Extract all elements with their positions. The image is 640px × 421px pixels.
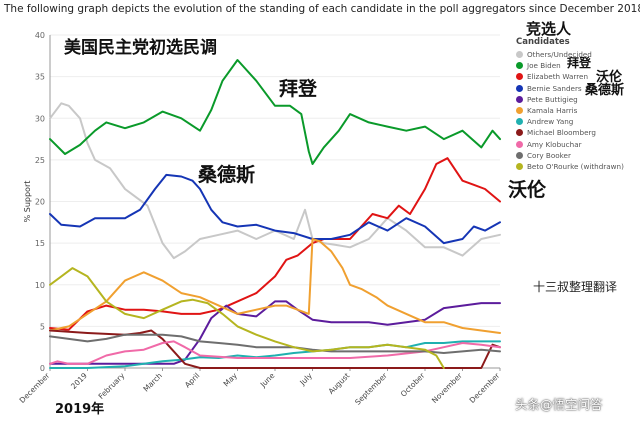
- legend-item: Michael Bloomberg: [516, 127, 640, 138]
- legend-swatch: [516, 140, 523, 148]
- x-tick-label: March: [141, 371, 164, 394]
- legend-swatch: [516, 129, 523, 137]
- legend-label: Pete Buttigieg: [527, 94, 578, 104]
- series-line: [49, 238, 501, 334]
- y-tick-label: 35: [35, 73, 45, 82]
- legend-item: Amy Klobuchar: [516, 139, 640, 150]
- annotation-biden: 拜登: [279, 78, 318, 100]
- legend-swatch: [516, 51, 523, 59]
- series-line: [49, 102, 501, 260]
- legend-label: Kamala Harris: [527, 106, 578, 116]
- year-label: 2019年: [55, 402, 105, 417]
- y-tick-label: 10: [35, 281, 45, 290]
- legend-item: Elizabeth Warren: [516, 71, 640, 82]
- y-tick-label: 15: [35, 239, 45, 248]
- x-tick-label: September: [353, 370, 389, 406]
- series-line: [49, 157, 501, 331]
- annotation-sanders: 桑德斯: [198, 164, 256, 186]
- legend-swatch: [516, 162, 523, 170]
- x-tick-label: December: [18, 370, 53, 405]
- x-tick-label: April: [183, 371, 201, 389]
- legend-swatch: [516, 151, 523, 159]
- overlay-title: 美国民主党初选民调: [64, 38, 217, 58]
- legend-item: Cory Booker: [516, 150, 640, 161]
- x-tick-label: February: [97, 371, 127, 401]
- legend-swatch: [516, 62, 523, 70]
- watermark: 头条@悟空问答: [515, 397, 603, 412]
- legend-item: Beto O'Rourke (withdrawn): [516, 161, 640, 172]
- series-line: [49, 267, 445, 369]
- annotation-warren: 沃伦: [508, 179, 547, 201]
- legend-label: Others/Undecided: [527, 50, 592, 60]
- x-tick-label: July: [297, 371, 314, 388]
- chart-caption: The following graph depicts the evolutio…: [4, 3, 640, 15]
- legend-swatch: [516, 107, 523, 115]
- legend-item: Joe Biden: [516, 60, 640, 71]
- series-line: [49, 340, 501, 369]
- legend-label: Amy Klobuchar: [527, 139, 582, 149]
- legend-item: Others/Undecided: [516, 49, 640, 60]
- legend-title: Candidates: [516, 37, 570, 47]
- series-line: [49, 300, 501, 365]
- series-line: [49, 173, 501, 245]
- y-axis-label: % Support: [23, 181, 32, 223]
- x-tick-label: 2019: [69, 371, 89, 391]
- y-tick-label: 5: [40, 322, 45, 331]
- legend-swatch: [516, 95, 523, 103]
- x-tick-label: August: [326, 371, 351, 396]
- legend-label: Bernie Sanders: [527, 83, 582, 93]
- x-tick-label: June: [258, 371, 277, 390]
- legend-swatch: [516, 118, 523, 126]
- legend-item: Bernie Sanders: [516, 83, 640, 94]
- legend-label: Joe Biden: [527, 61, 561, 71]
- x-tick-label: December: [468, 370, 503, 405]
- legend-label: Michael Bloomberg: [527, 128, 596, 138]
- legend-label: Andrew Yang: [527, 117, 574, 127]
- legend-label: Elizabeth Warren: [527, 72, 589, 82]
- legend-item: Pete Buttigieg: [516, 94, 640, 105]
- y-tick-label: 40: [35, 31, 45, 40]
- legend-label: Beto O'Rourke (withdrawn): [527, 161, 624, 171]
- series-line: [49, 340, 501, 365]
- legend-label: Cory Booker: [527, 150, 571, 160]
- y-tick-label: 30: [35, 114, 45, 123]
- legend-item: Andrew Yang: [516, 116, 640, 127]
- legend-biden-cn: 拜登: [567, 56, 592, 70]
- y-tick-label: 20: [35, 198, 45, 207]
- y-tick-label: 0: [40, 364, 45, 373]
- series-line: [49, 333, 501, 354]
- series-line: [49, 59, 501, 165]
- legend-item: Kamala Harris: [516, 105, 640, 116]
- series-line: [49, 329, 501, 369]
- legend-swatch: [516, 84, 523, 92]
- credit-text: 十三叔整理翻译: [533, 280, 618, 294]
- y-tick-label: 25: [35, 156, 45, 165]
- chart-legend: Candidates Others/Undecided Joe Biden Eliz…: [516, 37, 640, 172]
- legend-swatch: [516, 73, 523, 81]
- x-tick-label: October: [399, 370, 427, 398]
- legend-header-cn: 竞选人: [526, 20, 572, 38]
- legend-warren-cn: 沃伦: [596, 70, 623, 85]
- x-tick-label: May: [222, 371, 240, 389]
- x-tick-label: November: [430, 370, 465, 405]
- legend-sanders-cn: 桑德斯: [585, 83, 625, 98]
